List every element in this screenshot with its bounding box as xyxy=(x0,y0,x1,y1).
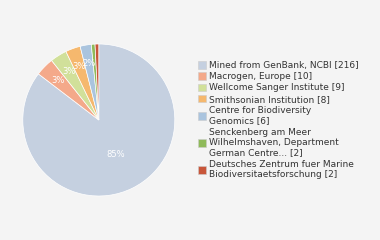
Wedge shape xyxy=(23,44,175,196)
Wedge shape xyxy=(52,51,99,120)
Wedge shape xyxy=(66,46,99,120)
Text: 85%: 85% xyxy=(106,150,125,159)
Text: 2%: 2% xyxy=(82,59,95,68)
Wedge shape xyxy=(80,44,99,120)
Wedge shape xyxy=(38,60,99,120)
Wedge shape xyxy=(91,44,99,120)
Wedge shape xyxy=(95,44,99,120)
Text: 3%: 3% xyxy=(62,67,75,76)
Text: 3%: 3% xyxy=(51,76,65,84)
Legend: Mined from GenBank, NCBI [216], Macrogen, Europe [10], Wellcome Sanger Institute: Mined from GenBank, NCBI [216], Macrogen… xyxy=(198,61,359,179)
Text: 3%: 3% xyxy=(73,62,86,71)
